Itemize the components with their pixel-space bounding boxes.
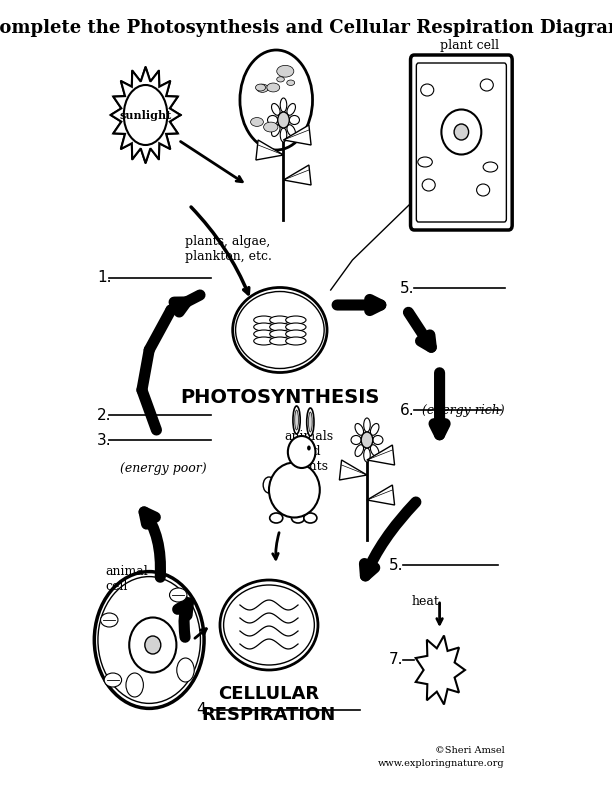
Ellipse shape <box>420 84 434 96</box>
Text: 7.: 7. <box>389 653 403 668</box>
Ellipse shape <box>286 330 306 338</box>
Ellipse shape <box>270 323 290 331</box>
Text: heat: heat <box>411 595 439 608</box>
Ellipse shape <box>286 316 306 324</box>
Ellipse shape <box>270 330 290 338</box>
Text: CELLULAR
RESPIRATION: CELLULAR RESPIRATION <box>202 685 336 724</box>
Ellipse shape <box>254 323 274 331</box>
Ellipse shape <box>250 117 263 127</box>
Text: 5.: 5. <box>389 558 403 573</box>
Ellipse shape <box>288 436 315 468</box>
Ellipse shape <box>270 316 290 324</box>
Ellipse shape <box>94 572 204 708</box>
Ellipse shape <box>418 157 432 167</box>
Ellipse shape <box>286 323 306 331</box>
Ellipse shape <box>272 104 280 116</box>
Ellipse shape <box>422 179 435 191</box>
Text: (energy rich): (energy rich) <box>422 403 505 417</box>
Ellipse shape <box>233 287 327 372</box>
Ellipse shape <box>170 588 187 602</box>
Ellipse shape <box>270 513 283 523</box>
Ellipse shape <box>287 80 294 86</box>
Ellipse shape <box>293 406 300 434</box>
Text: 4.: 4. <box>196 703 211 718</box>
Ellipse shape <box>277 77 285 82</box>
Polygon shape <box>340 460 367 480</box>
Text: Complete the Photosynthesis and Cellular Respiration Diagram: Complete the Photosynthesis and Cellular… <box>0 19 612 37</box>
Ellipse shape <box>295 410 299 430</box>
Ellipse shape <box>280 98 287 112</box>
Ellipse shape <box>477 184 490 196</box>
Ellipse shape <box>291 513 305 523</box>
Text: plant cell: plant cell <box>439 39 499 52</box>
Ellipse shape <box>287 124 296 136</box>
Ellipse shape <box>267 116 278 124</box>
FancyBboxPatch shape <box>411 55 512 230</box>
Polygon shape <box>111 67 181 163</box>
Ellipse shape <box>264 122 278 132</box>
Text: 3.: 3. <box>97 432 111 447</box>
Ellipse shape <box>100 613 118 627</box>
Polygon shape <box>367 485 395 505</box>
Ellipse shape <box>355 424 364 436</box>
Text: sunlight: sunlight <box>119 109 172 120</box>
Text: 6.: 6. <box>400 402 414 417</box>
Ellipse shape <box>355 445 364 456</box>
Ellipse shape <box>483 162 498 172</box>
Polygon shape <box>416 635 465 704</box>
Ellipse shape <box>254 316 274 324</box>
Circle shape <box>361 432 373 448</box>
Ellipse shape <box>220 580 318 670</box>
Ellipse shape <box>267 83 280 92</box>
Text: 1.: 1. <box>97 271 111 285</box>
Text: www.exploringnature.org: www.exploringnature.org <box>378 759 505 768</box>
Ellipse shape <box>145 636 161 654</box>
Text: animals
and
plants: animals and plants <box>285 430 334 473</box>
Ellipse shape <box>272 124 280 136</box>
Ellipse shape <box>104 673 122 687</box>
Ellipse shape <box>286 337 306 345</box>
Circle shape <box>126 673 143 697</box>
Ellipse shape <box>255 84 266 91</box>
Ellipse shape <box>364 418 370 432</box>
Circle shape <box>240 50 313 150</box>
Ellipse shape <box>277 66 294 77</box>
Circle shape <box>307 445 311 451</box>
Ellipse shape <box>129 618 176 672</box>
Ellipse shape <box>307 408 314 436</box>
Circle shape <box>263 477 275 493</box>
Text: plants, algae,
plankton, etc.: plants, algae, plankton, etc. <box>185 235 272 263</box>
Ellipse shape <box>289 116 299 124</box>
Text: 5.: 5. <box>400 280 414 295</box>
Ellipse shape <box>373 436 383 444</box>
Circle shape <box>177 658 194 682</box>
Ellipse shape <box>269 463 320 517</box>
Ellipse shape <box>304 513 317 523</box>
Ellipse shape <box>370 424 379 436</box>
Ellipse shape <box>256 84 269 93</box>
Circle shape <box>278 112 289 128</box>
Polygon shape <box>283 125 311 145</box>
Text: animal
cell: animal cell <box>106 565 148 593</box>
Text: ©Sheri Amsel: ©Sheri Amsel <box>435 746 505 755</box>
Ellipse shape <box>480 79 493 91</box>
Polygon shape <box>256 140 283 160</box>
Ellipse shape <box>280 128 287 142</box>
Ellipse shape <box>254 337 274 345</box>
Polygon shape <box>367 445 395 465</box>
Ellipse shape <box>441 109 481 154</box>
Text: 2.: 2. <box>97 408 111 422</box>
Text: PHOTOSYNTHESIS: PHOTOSYNTHESIS <box>180 388 379 407</box>
Ellipse shape <box>254 330 274 338</box>
Ellipse shape <box>287 104 296 116</box>
Ellipse shape <box>364 448 370 462</box>
Ellipse shape <box>454 124 469 140</box>
Ellipse shape <box>308 412 312 432</box>
Ellipse shape <box>370 445 379 456</box>
Ellipse shape <box>270 337 290 345</box>
Polygon shape <box>283 165 311 185</box>
Ellipse shape <box>351 436 361 444</box>
Text: (energy poor): (energy poor) <box>120 462 207 475</box>
